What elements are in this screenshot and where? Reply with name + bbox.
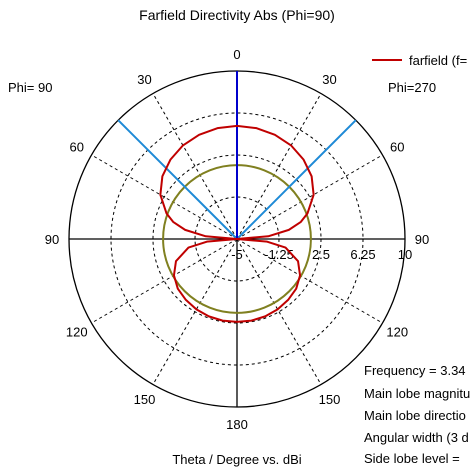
right-phi-label: Phi=270 [388, 80, 436, 95]
grid-spoke [236, 154, 383, 240]
info-main-lobe-magnitude: Main lobe magnitu [364, 386, 471, 401]
grid-spoke [91, 154, 238, 240]
angle-tick-label: 180 [226, 417, 248, 432]
info-angular-width: Angular width (3 d [364, 430, 469, 445]
info-frequency: Frequency = 3.34 [364, 363, 466, 378]
angle-tick-label: 30 [322, 72, 336, 87]
angle-tick-label: 120 [66, 325, 88, 340]
radial-tick-label: -5 [231, 247, 243, 262]
angular-width-line [117, 119, 238, 240]
angle-tick-label: 90 [45, 232, 59, 247]
angle-tick-label: 30 [137, 72, 151, 87]
info-side-lobe-level: Side lobe level = [364, 451, 460, 466]
grid-spoke [152, 93, 238, 240]
radial-tick-label: -1.25 [264, 247, 294, 262]
angular-width-line [236, 119, 357, 240]
angle-tick-label: 60 [70, 140, 84, 155]
radial-tick-labels: -5 -1.25 2.5 6.25 10 [231, 247, 412, 262]
left-phi-label: Phi= 90 [8, 80, 52, 95]
grid-spoke [91, 238, 238, 324]
angle-tick-label: 150 [319, 392, 341, 407]
angle-tick-labels: 0 30 60 90 120 150 180 150 120 90 60 30 [45, 47, 429, 432]
chart-marks [117, 71, 357, 323]
radial-tick-label: 2.5 [312, 247, 330, 262]
grid-spoke [236, 93, 322, 240]
radial-tick-label: 6.25 [350, 247, 375, 262]
info-main-lobe-direction: Main lobe directio [364, 408, 466, 423]
legend: farfield (f= [372, 53, 467, 68]
grid-spoke [152, 238, 238, 385]
legend-label: farfield (f= [409, 53, 467, 68]
angle-tick-label: 0 [233, 47, 240, 62]
radial-tick-label: 10 [398, 247, 412, 262]
angle-tick-label: 90 [415, 232, 429, 247]
grid-spoke [236, 238, 322, 385]
chart-title: Farfield Directivity Abs (Phi=90) [139, 7, 335, 23]
angle-tick-label: 150 [134, 392, 156, 407]
angle-tick-label: 120 [386, 325, 408, 340]
angle-tick-label: 60 [390, 140, 404, 155]
farfield-series-line [159, 124, 315, 323]
grid-spoke [236, 238, 383, 324]
x-axis-label: Theta / Degree vs. dBi [172, 452, 301, 467]
polar-grid [68, 70, 406, 408]
